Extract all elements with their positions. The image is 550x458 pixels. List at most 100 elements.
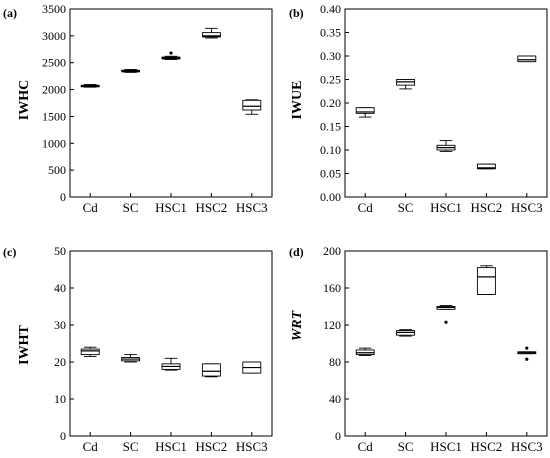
box-body: [242, 99, 262, 111]
x-category-label-a: HSC2: [196, 200, 228, 215]
y-tick-label-a: 2500: [42, 56, 66, 70]
y-ticks-b: 0.00 0.05 0.10 0.15 0.20 0.25 0.30 0.35 0.40: [320, 2, 349, 204]
box-d-sc: [396, 329, 416, 337]
x-category-label-d: HSC1: [430, 439, 462, 454]
y-tick-label-d: 120: [323, 318, 341, 332]
panel-label-b: (b): [289, 6, 304, 20]
box-body: [201, 363, 221, 377]
x-category-label-a: SC: [123, 200, 139, 215]
box-c-hsc2: [201, 363, 221, 378]
box-d-hsc2: [476, 265, 496, 295]
boxes-d: [355, 265, 537, 361]
y-tick-label-b: 0.40: [320, 2, 341, 16]
box-c-cd: [80, 346, 100, 357]
y-tick-label-c: 20: [54, 355, 66, 369]
boxes-b: [355, 55, 537, 170]
x-category-label-b: SC: [398, 200, 414, 215]
y-tick-label-a: 3000: [42, 29, 66, 43]
y-tick-label-d: 160: [323, 281, 341, 295]
panel-b: (b) IWUE 0.00 0.05 0.10 0.15 0.20 0.25 0.30 0.3…: [289, 2, 548, 215]
x-categories-c: Cd SC HSC1 HSC2 HSC3: [83, 432, 268, 454]
x-category-label-b: Cd: [358, 200, 374, 215]
x-category-label-b: HSC2: [471, 200, 503, 215]
box-body: [201, 32, 221, 38]
y-axis-label-b: IWUE: [290, 81, 305, 120]
plot-frame-c: [69, 250, 273, 437]
y-tick-label-d: 200: [323, 244, 341, 258]
box-b-sc: [396, 79, 416, 90]
x-category-label-c: HSC3: [236, 439, 268, 454]
x-category-label-c: HSC1: [155, 439, 187, 454]
y-tick-label-c: 40: [54, 281, 66, 295]
panel-label-c: (c): [3, 245, 16, 259]
panel-c: (c) IWHT 0 10 20 30 40 50 Cd SC HSC1 HSC2 HSC3: [3, 244, 273, 454]
y-tick-label-a: 2000: [42, 83, 66, 97]
box-b-hsc1: [436, 140, 456, 152]
outlier-point: [525, 346, 529, 350]
y-tick-label-c: 30: [54, 318, 66, 332]
y-tick-label-d: 80: [329, 355, 341, 369]
y-tick-label-a: 3500: [42, 2, 66, 16]
y-ticks-c: 0 10 20 30 40 50: [54, 244, 74, 443]
box-c-sc: [121, 354, 141, 363]
box-a-hsc3: [242, 99, 262, 115]
box-a-sc: [121, 68, 141, 73]
box-c-hsc3: [242, 361, 262, 374]
y-tick-label-c: 10: [54, 392, 66, 406]
box-body: [80, 348, 100, 356]
plot-frame-d: [344, 250, 548, 437]
box-body: [476, 163, 496, 170]
x-category-label-d: HSC2: [471, 439, 503, 454]
y-axis-label-d: WRT: [290, 309, 305, 341]
x-category-label-a: Cd: [83, 200, 99, 215]
x-category-label-d: Cd: [358, 439, 374, 454]
box-d-cd: [355, 347, 375, 356]
plot-frame-a: [69, 8, 273, 198]
y-ticks-d: 0 40 80 120 160 200: [323, 244, 349, 443]
y-tick-label-b: 0.30: [320, 49, 341, 63]
box-b-hsc3: [517, 55, 537, 63]
x-category-label-a: HSC3: [236, 200, 268, 215]
x-categories-a: Cd SC HSC1 HSC2 HSC3: [83, 193, 268, 215]
y-tick-label-a: 500: [48, 163, 66, 177]
outlier-point: [169, 51, 173, 55]
y-ticks-a: 0 500 1000 1500 2000 2500 3000 3500: [42, 2, 74, 204]
box-a-hsc2: [201, 27, 221, 39]
x-category-label-c: SC: [123, 439, 139, 454]
box-body: [476, 267, 496, 295]
y-tick-label-b: 0.35: [320, 26, 341, 40]
x-category-label-b: HSC1: [430, 200, 462, 215]
box-a-cd: [80, 84, 100, 88]
y-tick-label-b: 0.20: [320, 96, 341, 110]
y-tick-label-c: 50: [54, 244, 66, 258]
box-d-hsc3: [517, 346, 537, 361]
y-tick-label-b: 0.05: [320, 167, 341, 181]
outlier-point: [525, 357, 529, 361]
y-tick-label-b: 0.10: [320, 143, 341, 157]
y-tick-label-a: 0: [60, 190, 66, 204]
y-tick-label-b: 0.15: [320, 120, 341, 134]
y-tick-label-b: 0.25: [320, 73, 341, 87]
x-category-label-d: SC: [398, 439, 414, 454]
x-category-label-b: HSC3: [511, 200, 543, 215]
panel-label-d: (d): [289, 245, 304, 259]
panel-a: (a) IWHC 0 500 1000 1500 2000 2500 3000 3500 Cd…: [3, 2, 273, 215]
box-d-hsc1: [436, 305, 456, 324]
box-b-hsc2: [476, 163, 496, 170]
box-body: [517, 55, 537, 63]
box-c-hsc1: [161, 357, 181, 371]
y-tick-label-d: 0: [335, 429, 341, 443]
box-body: [355, 107, 375, 114]
y-axis-label-a: IWHC: [17, 80, 32, 120]
y-tick-label-c: 0: [60, 429, 66, 443]
box-a-hsc1: [161, 51, 181, 60]
x-category-label-c: Cd: [83, 439, 99, 454]
boxes-a: [80, 27, 262, 115]
panel-label-a: (a): [3, 6, 17, 20]
x-category-label-a: HSC1: [155, 200, 187, 215]
y-tick-label-d: 40: [329, 392, 341, 406]
x-categories-b: Cd SC HSC1 HSC2 HSC3: [358, 193, 543, 215]
y-axis-label-c: IWHT: [17, 325, 32, 365]
x-categories-d: Cd SC HSC1 HSC2 HSC3: [358, 432, 543, 454]
